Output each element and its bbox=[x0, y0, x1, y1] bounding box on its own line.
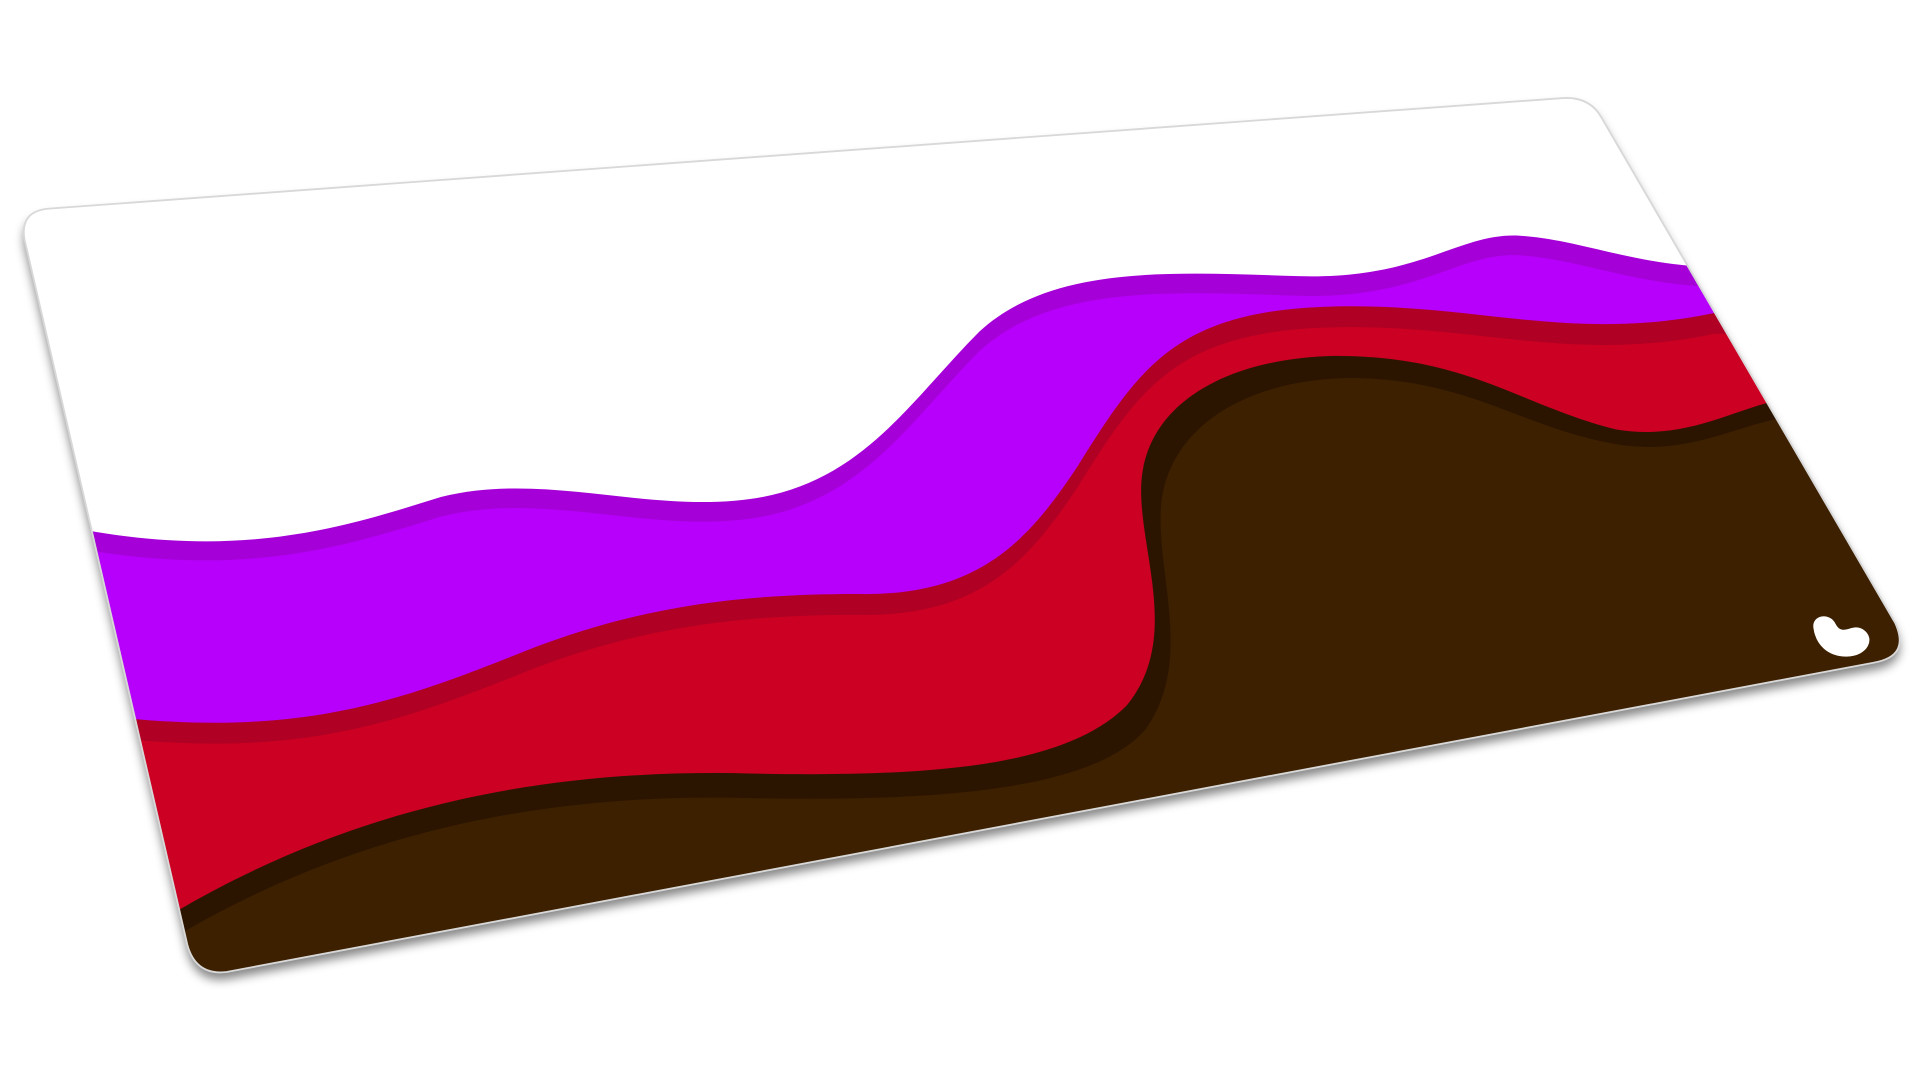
logo bbox=[1811, 613, 1872, 660]
pad-edge bbox=[22, 97, 1901, 974]
